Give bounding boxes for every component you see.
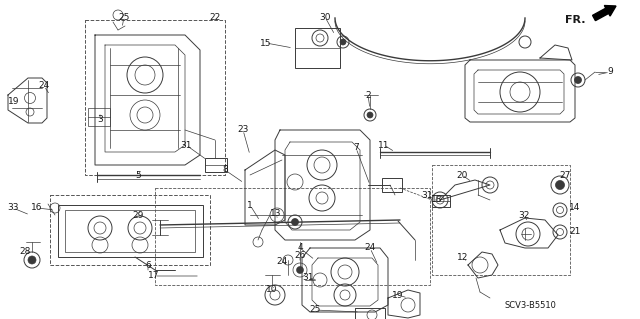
Text: 11: 11 — [378, 140, 390, 150]
Bar — [65, 210, 195, 252]
Bar — [382, 178, 402, 192]
Bar — [295, 28, 340, 68]
Text: 9: 9 — [607, 68, 613, 77]
Text: 20: 20 — [456, 170, 468, 180]
Text: 12: 12 — [458, 254, 468, 263]
Circle shape — [28, 256, 36, 264]
Text: 25: 25 — [118, 12, 130, 21]
Circle shape — [575, 77, 582, 84]
Text: 7: 7 — [353, 144, 359, 152]
Text: 32: 32 — [518, 211, 530, 219]
Text: 23: 23 — [237, 125, 249, 135]
Text: 25: 25 — [309, 306, 321, 315]
Circle shape — [340, 39, 346, 45]
Text: 28: 28 — [19, 248, 31, 256]
Circle shape — [556, 181, 564, 189]
Bar — [432, 195, 450, 207]
Circle shape — [296, 266, 303, 273]
Circle shape — [367, 112, 373, 118]
Text: 6: 6 — [145, 261, 151, 270]
Text: 2: 2 — [365, 91, 371, 100]
Text: 10: 10 — [266, 286, 278, 294]
Text: 8: 8 — [222, 166, 228, 174]
Text: 17: 17 — [148, 271, 160, 280]
Text: 31: 31 — [421, 190, 433, 199]
Text: 1: 1 — [247, 201, 253, 210]
Text: 27: 27 — [559, 170, 571, 180]
Text: 5: 5 — [135, 170, 141, 180]
Text: 24: 24 — [276, 257, 287, 266]
Circle shape — [291, 219, 298, 226]
Text: 18: 18 — [431, 196, 443, 204]
Text: 33: 33 — [7, 204, 19, 212]
Text: 24: 24 — [38, 81, 50, 91]
Text: 19: 19 — [8, 98, 20, 107]
Text: 16: 16 — [31, 204, 43, 212]
Bar — [205, 158, 227, 172]
Text: 24: 24 — [364, 243, 376, 253]
Bar — [58, 205, 203, 257]
Bar — [88, 108, 110, 126]
Text: FR.: FR. — [565, 15, 586, 25]
Text: 21: 21 — [570, 227, 580, 236]
Text: 14: 14 — [570, 204, 580, 212]
Text: 13: 13 — [270, 210, 282, 219]
Text: SCV3-B5510: SCV3-B5510 — [504, 300, 556, 309]
Text: 26: 26 — [294, 250, 306, 259]
Text: 30: 30 — [319, 12, 331, 21]
Text: 22: 22 — [209, 12, 221, 21]
Text: 4: 4 — [297, 243, 303, 253]
Text: 15: 15 — [260, 39, 272, 48]
Text: 31: 31 — [180, 140, 192, 150]
Text: 31: 31 — [302, 273, 314, 283]
Text: 3: 3 — [97, 115, 103, 124]
Bar — [355, 308, 385, 319]
FancyArrow shape — [593, 5, 616, 21]
Text: 19: 19 — [392, 291, 404, 300]
Text: 29: 29 — [132, 211, 144, 219]
